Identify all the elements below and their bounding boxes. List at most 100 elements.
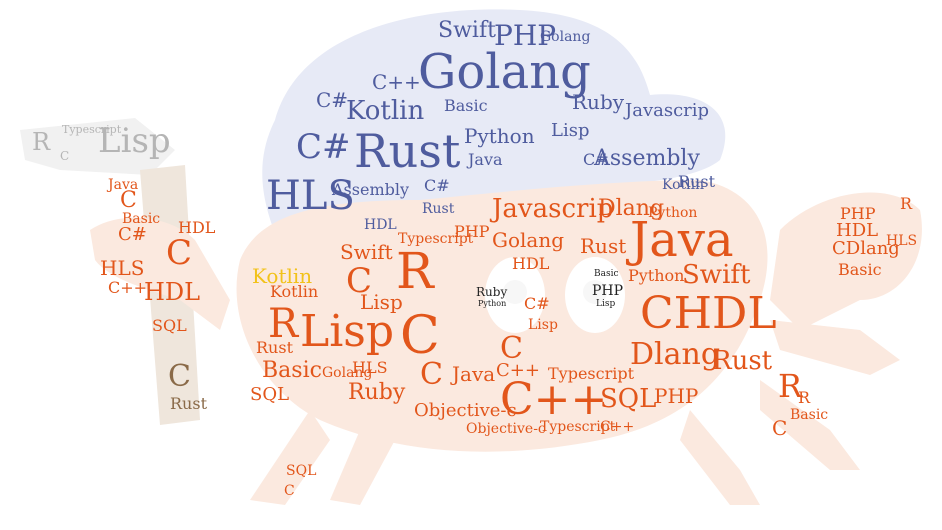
word-javascript-body: Javascrip <box>492 194 614 224</box>
word-python-hat: Python <box>464 124 535 148</box>
word-objc-body-2: Objective-c <box>466 421 546 437</box>
word-c-hammer: C <box>60 149 70 163</box>
word-golang-hat-2: Golang <box>540 29 591 45</box>
word-rust-body-1: Rust <box>580 234 627 258</box>
word-cpp-hat: C++ <box>372 70 421 94</box>
leg-right-3 <box>770 320 900 375</box>
word-javascript-hat: Javascrip <box>625 100 710 121</box>
leg-left-2 <box>330 430 395 505</box>
word-php-hat: PHP <box>494 19 557 52</box>
word-swift-body-2: Swift <box>340 240 393 264</box>
word-csharp-claw-left: C# <box>118 224 147 245</box>
word-lisp-body: Lisp <box>300 306 395 357</box>
word-java-body: Java <box>630 212 734 268</box>
word-hdl-claw-right: HDL <box>836 220 879 241</box>
word-kotlin-hat-2: Kotlin <box>662 177 705 193</box>
word-r-body-3: R <box>778 367 803 405</box>
word-assembly-hat-2: Assembly <box>332 180 410 199</box>
word-ruby-hat: Ruby <box>572 90 625 114</box>
word-sql-body-2: SQL <box>250 384 290 405</box>
word-basic-body: Basic <box>262 358 322 383</box>
word-csharp-hat-1: C# <box>316 88 349 112</box>
word-lisp-hat: Lisp <box>551 120 590 141</box>
word-hdl-hat: HDL <box>364 217 397 233</box>
word-csharp-hat-4: C# <box>424 176 450 195</box>
word-java-hat: Java <box>468 150 503 169</box>
word-lisp-body-small: Lisp <box>360 290 403 314</box>
word-python-body-2: Python <box>628 266 685 285</box>
word-golang-body-2: Golang <box>322 365 373 381</box>
word-swift-body-1: Swift <box>682 260 751 290</box>
word-hls-body: HLS <box>352 358 388 377</box>
word-rust-hat-2: Rust <box>422 201 455 217</box>
word-cpp-body-1: C++ <box>496 360 540 381</box>
word-ruby-body: Ruby <box>348 380 406 405</box>
word-basic-leg: Basic <box>790 407 829 423</box>
leg-left-1 <box>250 410 330 505</box>
word-r-hammer: R <box>32 128 51 156</box>
left-pupil <box>503 280 527 304</box>
word-sql-body-1: SQL <box>600 384 657 414</box>
word-csharp-body: C# <box>524 294 550 313</box>
word-r-body-2: R <box>268 301 299 347</box>
word-cdlang-claw-right: CDlang <box>832 238 900 259</box>
word-basic-claw-left: Basic <box>122 211 161 227</box>
word-hdl-claw-left-2: HDL <box>144 278 201 306</box>
word-typescript-hammer: Typescript <box>62 123 122 136</box>
right-claw-shape <box>770 192 922 330</box>
word-php-body-2: PHP <box>654 384 699 408</box>
hammer-head-shape <box>20 118 175 175</box>
word-c-leg-2: C <box>284 483 295 499</box>
word-java-body-2: Java <box>452 362 496 386</box>
word-lisp-body-2: Lisp <box>528 317 558 333</box>
word-c-claw-left-2: C <box>120 188 137 213</box>
word-golang-body: Golang <box>492 228 565 252</box>
word-basic-hat: Basic <box>444 96 488 115</box>
left-claw-shape <box>90 217 230 330</box>
word-swift-hat: Swift <box>438 18 496 43</box>
word-r-leg: R <box>798 388 811 407</box>
word-python-body: Python <box>648 205 698 221</box>
word-cpp-body-big: C++ <box>500 374 608 425</box>
word-csharp-hat-2: C# <box>296 127 351 167</box>
word-r-claw-right: R <box>900 194 913 213</box>
word-php-body: PHP <box>454 222 490 241</box>
word-lisp-hammer: Lisp <box>98 121 171 161</box>
word-ruby-eye: Ruby <box>476 285 508 299</box>
word-assembly-hat: Assembly <box>594 146 700 171</box>
word-rust-hat-3: Rust <box>678 172 715 191</box>
word-hdl-body-1: HDL <box>512 254 550 273</box>
word-basic-claw-right: Basic <box>838 260 882 279</box>
word-python-eye: Python <box>478 299 507 308</box>
word-sql-claw-left: SQL <box>152 316 187 335</box>
word-cpp-claw-left: C++ <box>108 278 148 297</box>
word-php-claw-right: PHP <box>840 204 876 223</box>
word-java-claw-left: Java <box>108 177 139 193</box>
word-kotlin-yellow: Kotlin <box>252 264 313 288</box>
right-pupil <box>583 280 607 304</box>
word-typescript-body-3: Typescript <box>540 419 616 435</box>
word-typescript-body-1: Typescript <box>398 231 474 247</box>
word-golang: Golang <box>418 44 591 100</box>
word-rust-hat: Rust <box>354 124 461 178</box>
word-dlang-body-2: Dlang <box>630 337 721 372</box>
word-c-body-3: C <box>420 357 443 392</box>
word-rust-body-3: Rust <box>712 346 773 376</box>
word-sql-leg: SQL <box>286 463 317 479</box>
word-rust-body-2: Rust <box>256 338 293 357</box>
word-c-body-4: C <box>500 331 523 366</box>
word-kotlin-body: Kotlin <box>270 282 319 301</box>
word-basic-eye: Basic <box>594 269 619 279</box>
word-c-leg-1: C <box>772 416 788 440</box>
word-dlang-body-1: Dlang <box>598 196 665 221</box>
word-c-claw-left-1: C <box>166 233 193 273</box>
word-hls-claw-left: HLS <box>100 256 145 280</box>
word-c-body-2: C <box>400 306 440 366</box>
leg-right-1 <box>680 410 760 505</box>
word-csharp-hat-3: C# <box>583 150 609 169</box>
word-hdl-claw-left-1: HDL <box>178 218 216 237</box>
word-rust-handle: Rust <box>170 394 207 413</box>
word-hls-claw-right: HLS <box>886 233 918 249</box>
